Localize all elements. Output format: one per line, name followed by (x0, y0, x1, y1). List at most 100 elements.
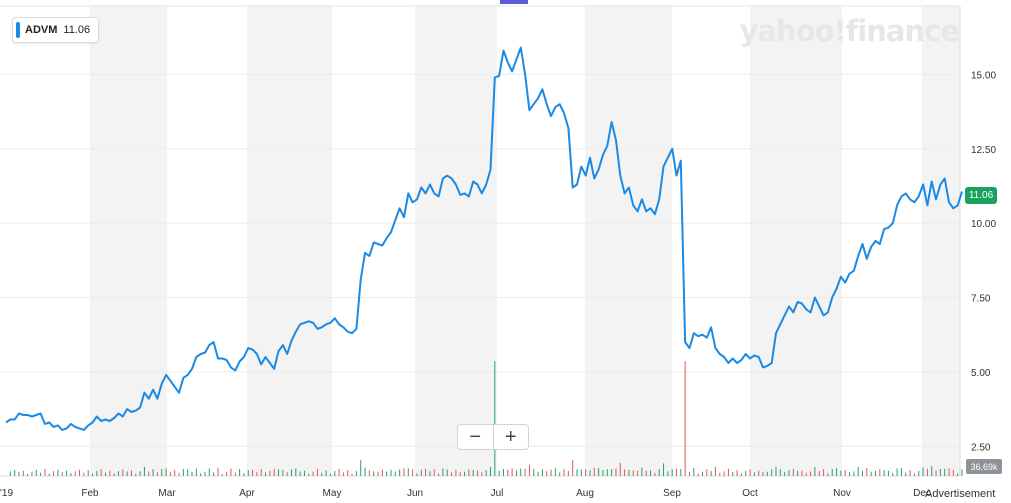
y-tick-label: 2.50 (971, 442, 991, 453)
volume-bar (645, 470, 647, 476)
volume-bar (477, 470, 479, 476)
x-axis-labels: '19 Feb Mar Apr May Jun Jul Aug Sep Oct Nov Dec (0, 488, 931, 499)
volume-bar (883, 470, 885, 476)
volume-bar (585, 469, 587, 476)
volume-bar (818, 471, 820, 476)
volume-bar (935, 470, 937, 476)
volume-bar (165, 468, 167, 476)
volume-bar (779, 469, 781, 476)
volume-bar (403, 468, 405, 476)
volume-bar (524, 468, 526, 476)
volume-bar (745, 470, 747, 476)
volume-bar (792, 468, 794, 476)
volume-bar (143, 467, 145, 476)
volume-bar (394, 471, 396, 476)
volume-bar (602, 470, 604, 476)
volume-bar (18, 471, 20, 476)
volume-bar (944, 468, 946, 476)
volume-bar (195, 468, 197, 476)
volume-bar (641, 467, 643, 476)
volume-bar (658, 469, 660, 476)
volume-bar (922, 467, 924, 476)
volume-bar (857, 467, 859, 476)
volume-bar (273, 468, 275, 476)
volume-bar (528, 464, 530, 476)
volume-bar (407, 468, 409, 476)
volume-bar (308, 473, 310, 476)
volume-bar (429, 471, 431, 476)
volume-bar (801, 470, 803, 476)
volume-bar (360, 460, 362, 476)
volume-bar (732, 472, 734, 476)
volume-bar (57, 469, 59, 476)
ticker-legend[interactable]: ADVM 11.06 (12, 17, 100, 43)
volume-bar (31, 471, 33, 476)
volume-bar (464, 471, 466, 476)
volume-bar (40, 472, 42, 476)
volume-bar (425, 468, 427, 476)
volume-bar (243, 473, 245, 476)
zoom-in-button[interactable]: + (492, 425, 529, 449)
volume-bar (117, 471, 119, 476)
volume-bar (420, 469, 422, 476)
zoom-out-button[interactable]: − (469, 425, 482, 448)
volume-bar (831, 469, 833, 476)
volume-bar (109, 470, 111, 476)
x-tick-label: Jun (407, 488, 423, 499)
volume-bar (563, 469, 565, 476)
volume-bar (606, 469, 608, 476)
volume-bar (14, 470, 16, 476)
volume-bar (671, 469, 673, 476)
volume-bar (762, 471, 764, 476)
volume-bar (909, 469, 911, 476)
volume-bar (381, 469, 383, 476)
volume-bar (438, 473, 440, 476)
x-tick-label: Feb (81, 488, 99, 499)
volume-bar (675, 468, 677, 476)
volume-bar (663, 463, 665, 476)
month-band (415, 6, 497, 476)
volume-bar (351, 473, 353, 476)
volume-bar (265, 472, 267, 476)
series-color-swatch (16, 22, 20, 38)
volume-bar (688, 471, 690, 476)
volume-bar (862, 470, 864, 476)
volume-bar (775, 467, 777, 476)
volume-bar (468, 469, 470, 476)
volume-bar (9, 471, 11, 476)
advertisement-label[interactable]: Advertisement (925, 488, 996, 500)
volume-bar (217, 467, 219, 476)
volume-bar (74, 471, 76, 476)
volume-bar (66, 470, 68, 476)
volume-bar (433, 469, 435, 476)
volume-bar (840, 470, 842, 476)
volume-bar (92, 473, 94, 476)
volume-bar (849, 472, 851, 476)
volume-bar (844, 469, 846, 476)
volume-bar (342, 472, 344, 476)
ticker-symbol: ADVM (25, 24, 58, 36)
volume-bar (948, 468, 950, 476)
volume-bar (853, 471, 855, 476)
volume-bar (961, 469, 963, 476)
volume-bar (870, 471, 872, 476)
volume-bar (312, 471, 314, 476)
volume-bar (771, 469, 773, 476)
x-tick-label: Oct (742, 488, 758, 499)
volume-bar (723, 471, 725, 476)
top-accent-bar (500, 0, 528, 4)
volume-bar (624, 469, 626, 476)
volume-bar (727, 468, 729, 476)
volume-bar (278, 469, 280, 476)
volume-bar (913, 473, 915, 476)
volume-bar (931, 466, 933, 476)
volume-bar (758, 470, 760, 476)
x-tick-label: Apr (239, 488, 255, 499)
yahoo-finance-logo: yahoo!finance (739, 14, 960, 48)
volume-bar (952, 469, 954, 476)
volume-bar (546, 471, 548, 476)
x-tick-label: '19 (0, 488, 13, 499)
volume-bar (515, 470, 517, 476)
volume-bar (70, 473, 72, 476)
y-tick-label: 12.50 (971, 145, 996, 156)
